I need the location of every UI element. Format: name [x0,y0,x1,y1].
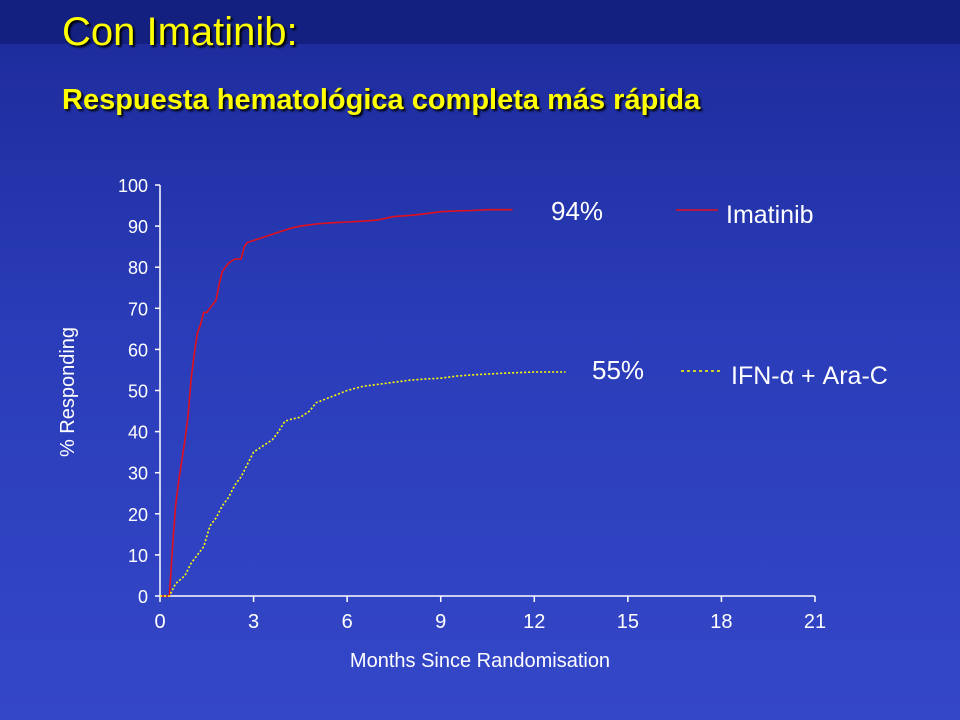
axes: 0 10 20 30 40 50 60 70 80 90 100 0 3 6 9 12 15 18 21 [118,176,826,633]
x-tick-label: 15 [617,611,639,633]
legend: Imatinib IFN-α + Ara-C [676,201,888,390]
imatinib-series-line [160,208,513,597]
series-layer [160,208,566,597]
subtitle-rest: completa más rápida [403,84,701,116]
x-tick-label: 18 [710,611,732,633]
title-bar [0,0,960,44]
y-tick-label: 80 [128,258,148,278]
x-axis-label: Months Since Randomisation [350,650,610,672]
x-tick-label: 21 [804,611,826,633]
y-tick-label: 50 [128,382,148,402]
legend-label-imatinib: Imatinib [726,201,814,229]
subtitle-bold: Respuesta hematológica [62,84,404,116]
y-tick-label: 100 [118,176,148,196]
y-tick-label: 20 [128,505,148,525]
x-tick-label: 12 [523,611,545,633]
y-tick-label: 0 [138,587,148,607]
y-tick-label: 70 [128,299,148,319]
y-tick-label: 30 [128,464,148,484]
imatinib-end-label: 94% [551,196,603,226]
legend-label-ifn: IFN-α + Ara-C [731,362,888,390]
ifn-end-label: 55% [592,355,644,385]
x-tick-label: 6 [342,611,353,633]
x-tick-label: 3 [248,611,259,633]
x-tick-label: 9 [435,611,446,633]
y-tick-label: 90 [128,217,148,237]
y-tick-label: 60 [128,340,148,360]
y-tick-label: 10 [128,546,148,566]
page-title: Con Imatinib: [62,10,298,54]
y-axis-label: % Responding [57,327,79,457]
page-subtitle: Respuesta hematológica completa más rápi… [62,84,700,117]
y-tick-label: 40 [128,423,148,443]
x-tick-label: 0 [154,611,165,633]
ifn-series-line [160,371,566,597]
